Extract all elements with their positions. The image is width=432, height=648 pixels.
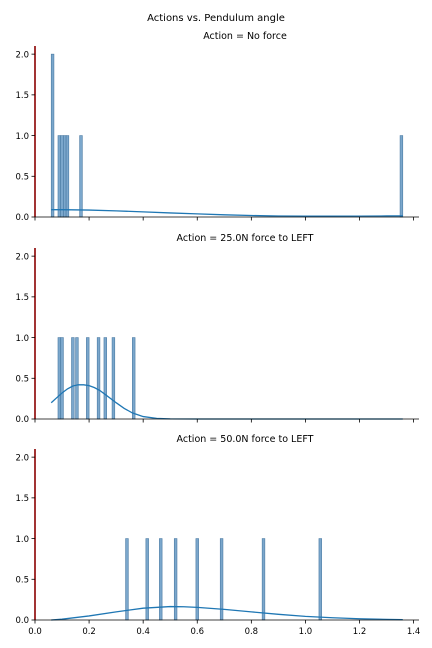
x-tick-label: 0.8 (245, 627, 259, 637)
histogram-bar (399, 135, 404, 218)
y-tick-label: 0.5 (15, 172, 29, 182)
histogram-bar (103, 337, 107, 420)
histogram-bar (60, 337, 64, 420)
histogram-bar (125, 538, 129, 621)
subplot-2: Action = 25.0N force to LEFT 0.0 0.5 1.0 1.5… (15, 233, 419, 425)
histogram-bar (86, 337, 90, 420)
y-tick-label: 1.5 (15, 293, 29, 303)
subplot-title: Action = 50.0N force to LEFT (177, 434, 314, 445)
y-tick-label: 1.0 (15, 132, 29, 142)
x-tick-label: 1.0 (299, 627, 313, 637)
y-tick-label: 0.0 (15, 415, 29, 425)
histogram-bar (79, 135, 83, 218)
kde-line (51, 605, 403, 621)
subplot-3: Action = 50.0N force to LEFT 0.0 0.5 1.0 1.5… (15, 434, 420, 637)
x-tick-label: 0.0 (28, 627, 42, 637)
y-tick-label: 1.5 (15, 494, 29, 504)
x-tick-label: 0.2 (82, 627, 96, 637)
y-tick-label: 2.0 (15, 50, 29, 60)
figure-suptitle: Actions vs. Pendulum angle (147, 13, 285, 24)
histogram-bar (65, 135, 70, 218)
x-tick-label: 1.4 (407, 627, 421, 637)
x-tick-label: 0.6 (190, 627, 204, 637)
y-tick-label: 0.0 (15, 213, 29, 223)
histogram-bar (261, 538, 266, 621)
y-tick-label: 0.5 (15, 575, 29, 585)
y-tick-label: 1.5 (15, 91, 29, 101)
histogram-bar (318, 538, 322, 621)
subplot-title: Action = No force (203, 31, 287, 42)
y-tick-label: 2.0 (15, 252, 29, 262)
histogram-bar (57, 135, 61, 218)
histogram-bar (96, 337, 101, 420)
histogram-bar (57, 337, 61, 420)
histogram-bar (60, 135, 64, 218)
histogram-bar (63, 135, 67, 218)
y-tick-label: 0.0 (15, 616, 29, 626)
y-tick-label: 0.5 (15, 374, 29, 384)
histogram-bar (71, 337, 75, 420)
histogram-bar (50, 53, 55, 218)
kde-line (51, 209, 403, 217)
histogram-bar (173, 538, 178, 621)
y-tick-label: 2.0 (15, 453, 29, 463)
x-tick-label: 0.4 (136, 627, 150, 637)
subplot-1: Action = No force 0.0 0.5 1.0 1.5 2.0 (15, 31, 419, 223)
histogram-bar (132, 337, 136, 420)
histogram-bar (111, 337, 116, 420)
subplot-title: Action = 25.0N force to LEFT (177, 233, 314, 244)
y-tick-label: 1.0 (15, 535, 29, 545)
histogram-bar (75, 337, 79, 420)
x-tick-label: 1.2 (353, 627, 367, 637)
histogram-bar (219, 538, 224, 621)
y-tick-label: 1.0 (15, 334, 29, 344)
